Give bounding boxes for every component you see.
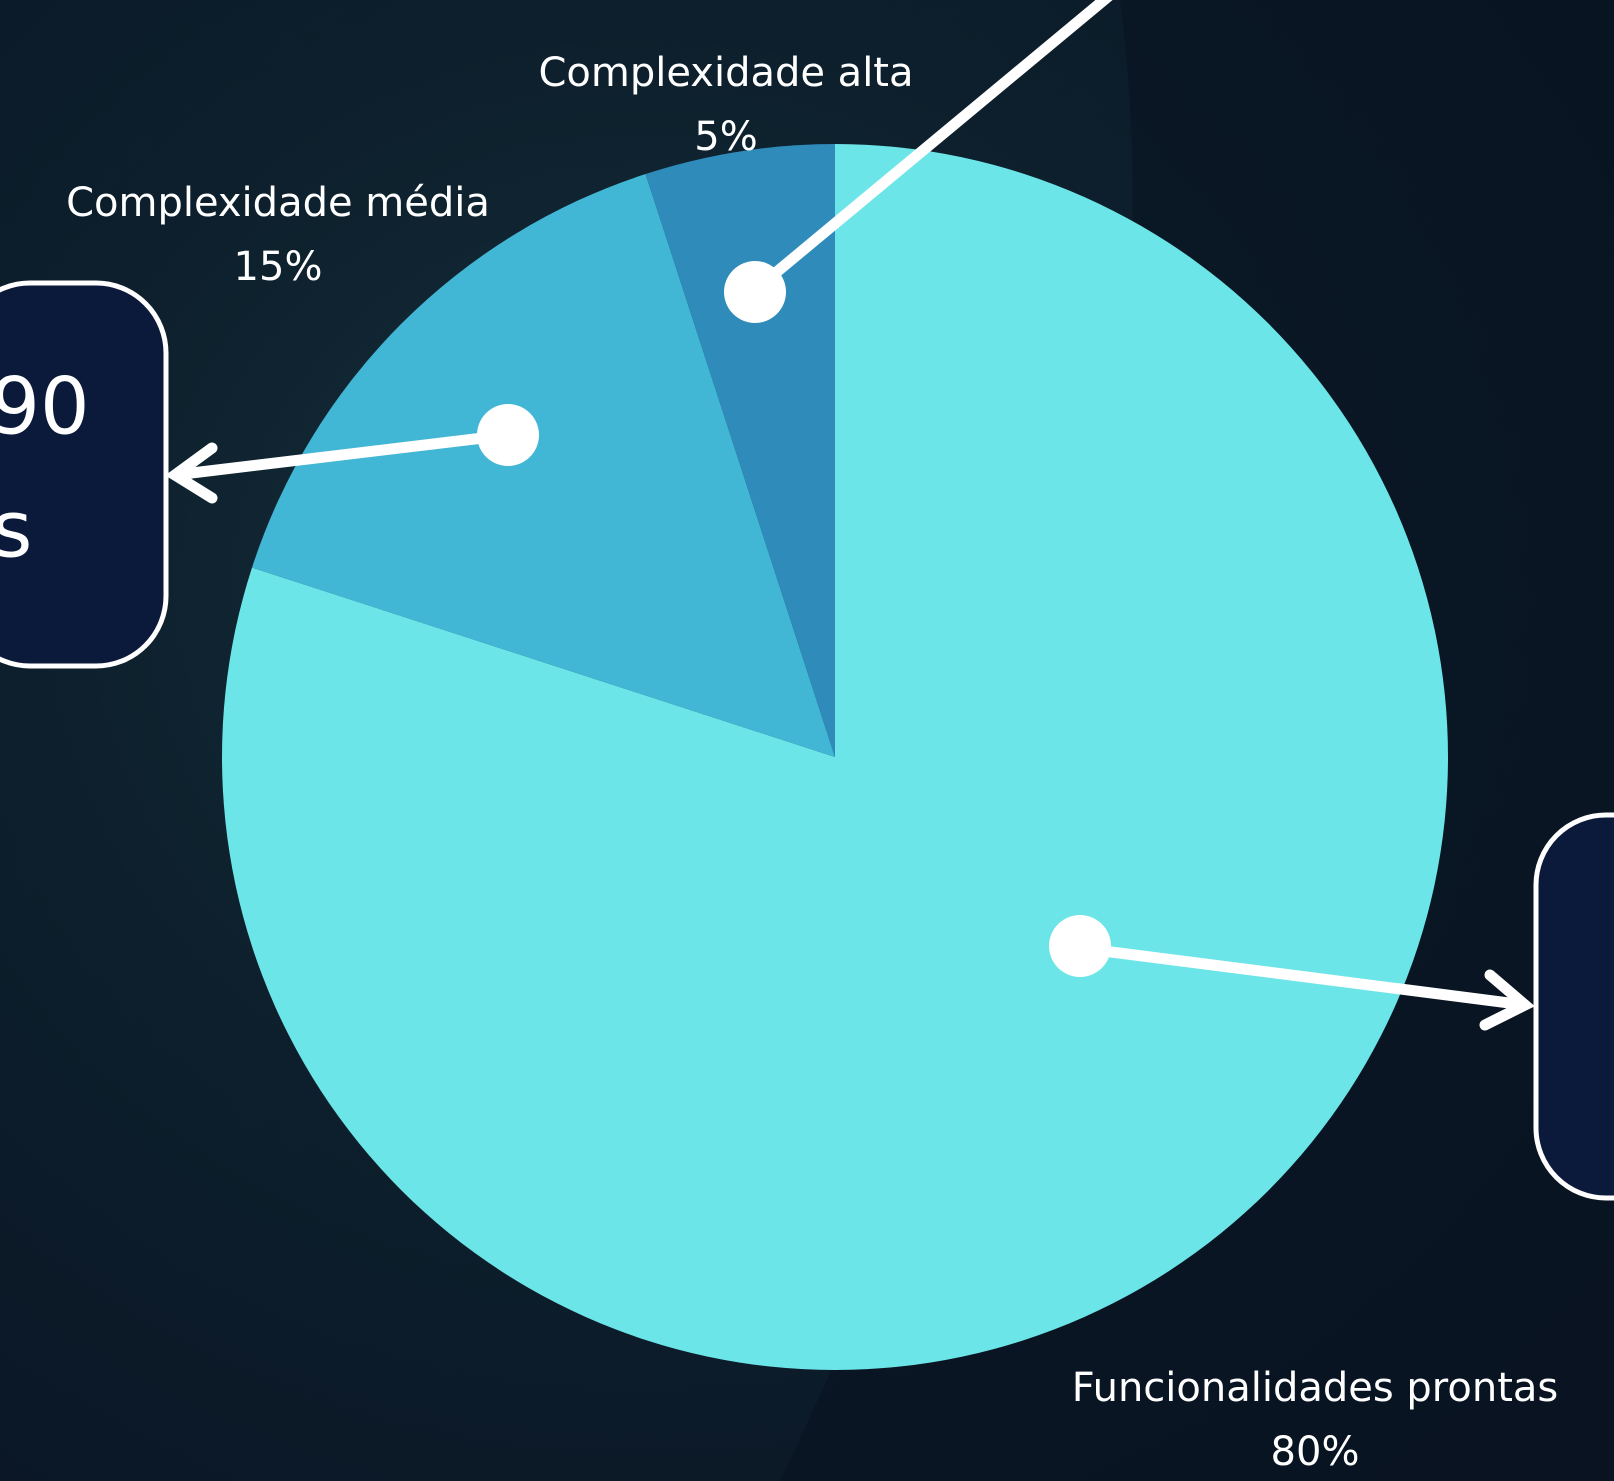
callout-box	[1536, 815, 1614, 1198]
dot	[1049, 915, 1111, 977]
slice-value-label: 80%	[1271, 1429, 1360, 1475]
callout-box	[0, 283, 166, 666]
callout-text: 90	[0, 362, 90, 452]
slice-label: Funcionalidades prontas	[1072, 1365, 1558, 1411]
slice-value-label: 5%	[694, 114, 757, 160]
slice-label: Complexidade alta	[539, 50, 914, 96]
pie	[222, 144, 1448, 1370]
slice-label: Complexidade média	[66, 180, 490, 226]
dot	[477, 404, 539, 466]
slice-value-label: 15%	[234, 244, 323, 290]
chart: Funcionalidades prontas 80% Complexidade m…	[0, 0, 1614, 1481]
dot	[724, 261, 786, 323]
callout-text: s	[0, 485, 32, 575]
page: Funcionalidades prontas 80% Complexidade m…	[0, 0, 1614, 1481]
